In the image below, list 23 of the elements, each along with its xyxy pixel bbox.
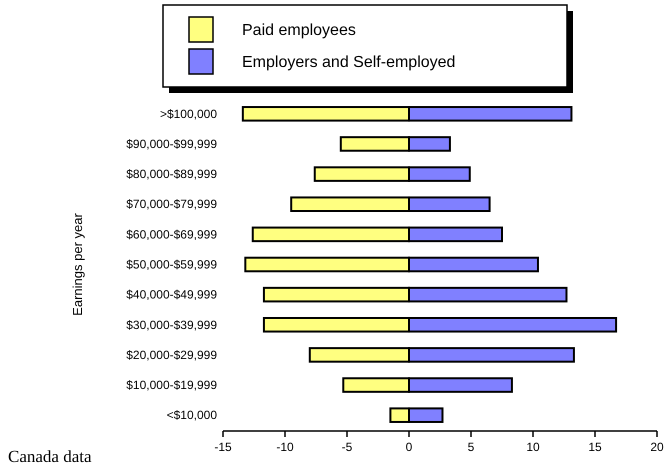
y-tick-label: $60,000-$69,999 (126, 227, 218, 242)
x-tick-label: -5 (342, 440, 353, 454)
legend-label: Paid employees (242, 22, 356, 39)
y-tick-label: $20,000-$29,999 (126, 348, 218, 362)
x-tick-label: -10 (276, 440, 294, 454)
x-tick-label: -15 (214, 440, 232, 454)
legend-label: Employers and Self-employed (242, 54, 456, 71)
x-tick-label: 15 (588, 440, 602, 454)
y-tick-label: $90,000-$99,999 (126, 136, 218, 151)
text: Canada data (8, 447, 92, 466)
x-tick-label: 0 (406, 440, 413, 454)
x-tick-label: 10 (526, 440, 540, 454)
y-tick-label: $30,000-$39,999 (126, 318, 218, 332)
y-tick-label: >$100,000 (160, 106, 218, 121)
y-tick-label: $70,000-$79,999 (126, 197, 218, 212)
y-tick-label: <$10,000 (166, 408, 218, 422)
x-tick-label: 5 (468, 440, 475, 454)
y-axis-title: Earnings per year (70, 212, 85, 316)
y-tick-label: $40,000-$49,999 (126, 288, 218, 302)
x-tick-label: 20 (650, 440, 664, 454)
y-tick-label: $80,000-$89,999 (126, 167, 218, 182)
y-tick-label: $10,000-$19,999 (126, 378, 218, 392)
y-tick-label: $50,000-$59,999 (126, 258, 218, 272)
